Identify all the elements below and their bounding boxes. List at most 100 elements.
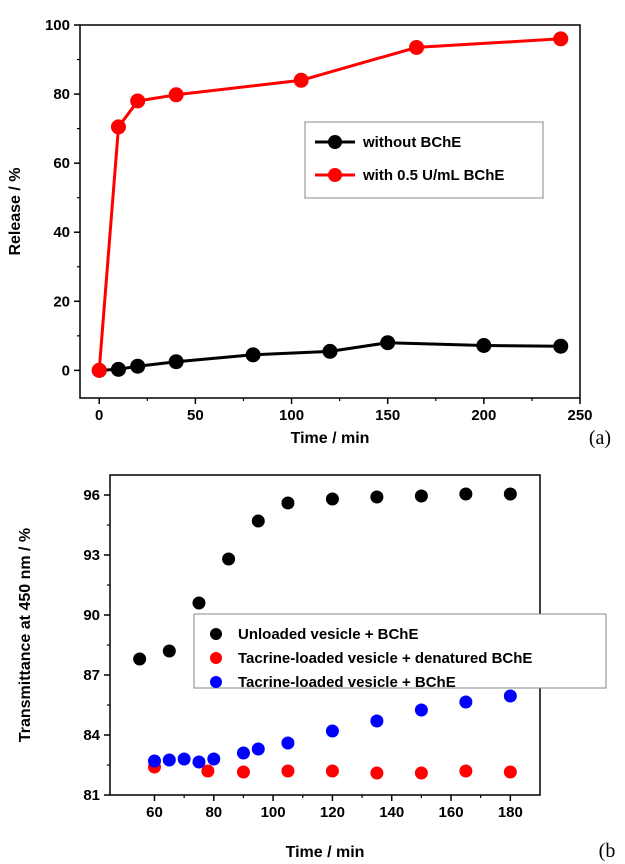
y-tick-label: 0 bbox=[62, 362, 70, 379]
data-point bbox=[459, 764, 473, 778]
y-tick-label: 81 bbox=[83, 787, 100, 804]
panel-label: (b bbox=[599, 840, 616, 862]
data-point bbox=[503, 765, 517, 779]
x-tick-label: 120 bbox=[320, 804, 345, 821]
data-point bbox=[245, 347, 261, 363]
y-tick-label: 100 bbox=[45, 17, 70, 34]
plot-frame bbox=[79, 24, 581, 399]
data-point bbox=[459, 695, 473, 709]
data-point bbox=[162, 753, 176, 767]
x-tick-label: 0 bbox=[95, 407, 103, 424]
chart-panel-1: 0 50 100 150 200 250 0 20 40 60 80 100 Time / min Rel… bbox=[7, 17, 611, 449]
legend-marker bbox=[328, 168, 342, 182]
data-point bbox=[91, 362, 107, 378]
data-point bbox=[281, 496, 295, 510]
data-point bbox=[110, 361, 126, 377]
data-point bbox=[236, 765, 250, 779]
data-point bbox=[553, 338, 569, 354]
y-tick-label: 60 bbox=[53, 155, 70, 172]
legend-item: Tacrine-loaded vesicle + BChE bbox=[210, 674, 456, 691]
y-tick-label: 20 bbox=[53, 293, 70, 310]
y-tick-label: 80 bbox=[53, 86, 70, 103]
data-point bbox=[325, 764, 339, 778]
data-point bbox=[370, 766, 384, 780]
data-point bbox=[236, 746, 250, 760]
x-tick-label: 150 bbox=[375, 407, 400, 424]
y-axis-title: Transmittance at 450 nm / % bbox=[17, 528, 34, 742]
data-point bbox=[503, 487, 517, 501]
data-point bbox=[222, 552, 236, 566]
series-line bbox=[97, 37, 561, 371]
data-point bbox=[177, 752, 191, 766]
data-point bbox=[130, 93, 146, 109]
x-tick-label: 100 bbox=[261, 804, 286, 821]
data-point bbox=[251, 514, 265, 528]
legend-marker bbox=[210, 676, 222, 688]
series-1 bbox=[133, 487, 517, 666]
data-point bbox=[409, 39, 425, 55]
data-point bbox=[162, 644, 176, 658]
data-point bbox=[414, 766, 428, 780]
panel-label: (a) bbox=[589, 427, 611, 449]
data-point bbox=[133, 652, 147, 666]
data-point bbox=[207, 752, 221, 766]
data-point bbox=[147, 754, 161, 768]
data-point bbox=[130, 358, 146, 374]
legend-item: without BChE bbox=[315, 134, 461, 151]
legend-label: Unloaded vesicle + BChE bbox=[238, 626, 418, 643]
data-point bbox=[192, 596, 206, 610]
x-tick-label: 200 bbox=[471, 407, 496, 424]
y-tick-label: 40 bbox=[53, 224, 70, 241]
legend-box bbox=[193, 613, 607, 689]
data-point bbox=[414, 489, 428, 503]
legend-item: Unloaded vesicle + BChE bbox=[210, 626, 418, 643]
data-point bbox=[325, 492, 339, 506]
data-point bbox=[476, 338, 492, 354]
data-point bbox=[459, 487, 473, 501]
x-tick-label: 60 bbox=[146, 804, 163, 821]
series-2 bbox=[91, 31, 569, 378]
data-point bbox=[325, 724, 339, 738]
series-1 bbox=[91, 335, 569, 378]
legend-marker bbox=[210, 628, 222, 640]
legend-label: without BChE bbox=[362, 134, 461, 151]
legend-item: Tacrine-loaded vesicle + denatured BChE bbox=[210, 650, 532, 667]
legend-item: with 0.5 U/mL BChE bbox=[315, 167, 504, 184]
data-point bbox=[201, 764, 215, 778]
data-point bbox=[380, 335, 396, 351]
data-point bbox=[322, 343, 338, 359]
data-point bbox=[168, 87, 184, 103]
legend-box bbox=[304, 121, 544, 199]
chart-panel-2: 60 80 100 120 140 160 180 81 84 87 90 93 96 Time / mi… bbox=[17, 474, 616, 862]
y-tick-label: 87 bbox=[83, 667, 100, 684]
legend-label: Tacrine-loaded vesicle + denatured BChE bbox=[238, 650, 532, 667]
y-tick-label: 84 bbox=[83, 727, 100, 744]
data-point bbox=[192, 755, 206, 769]
data-point bbox=[281, 764, 295, 778]
legend-marker bbox=[210, 652, 222, 664]
data-point bbox=[553, 31, 569, 47]
x-tick-label: 80 bbox=[205, 804, 222, 821]
x-tick-label: 140 bbox=[379, 804, 404, 821]
x-tick-label: 250 bbox=[567, 407, 592, 424]
x-tick-label: 100 bbox=[279, 407, 304, 424]
y-tick-label: 96 bbox=[83, 487, 100, 504]
legend: without BChE with 0.5 U/mL BChE bbox=[304, 121, 544, 199]
legend-label: Tacrine-loaded vesicle + BChE bbox=[238, 674, 456, 691]
x-tick-label: 180 bbox=[498, 804, 523, 821]
series-3 bbox=[147, 689, 517, 769]
data-point bbox=[251, 742, 265, 756]
x-tick-label: 160 bbox=[439, 804, 464, 821]
x-axis-title: Time / min bbox=[291, 430, 370, 447]
x-tick-label: 50 bbox=[187, 407, 204, 424]
data-point bbox=[281, 736, 295, 750]
legend: Unloaded vesicle + BChE Tacrine-loaded ve… bbox=[193, 613, 607, 691]
y-axis-title: Release / % bbox=[7, 167, 24, 255]
data-point bbox=[414, 703, 428, 717]
data-point bbox=[293, 72, 309, 88]
legend-label: with 0.5 U/mL BChE bbox=[362, 167, 504, 184]
y-tick-label: 90 bbox=[83, 607, 100, 624]
x-axis-title: Time / min bbox=[286, 844, 365, 861]
data-point bbox=[370, 490, 384, 504]
